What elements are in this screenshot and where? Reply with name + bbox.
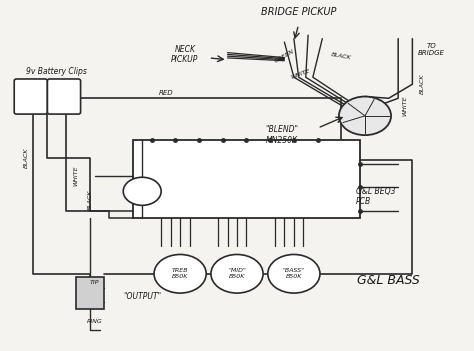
Circle shape (154, 254, 206, 293)
Text: RING: RING (87, 319, 103, 324)
Circle shape (339, 97, 391, 135)
Text: TIP: TIP (90, 280, 100, 285)
Text: NECK
PICKUP: NECK PICKUP (171, 45, 199, 64)
Text: BLACK: BLACK (331, 52, 352, 60)
Text: G&L BEQ3
PCB: G&L BEQ3 PCB (356, 187, 395, 206)
Bar (133, 140, 360, 218)
Text: "OUTPUT": "OUTPUT" (123, 292, 161, 301)
Text: BLACK: BLACK (88, 190, 92, 210)
Circle shape (268, 254, 320, 293)
Text: BLACK: BLACK (24, 148, 28, 168)
Text: TREB
B50K: TREB B50K (172, 269, 188, 279)
Text: "Vol"
A0K: "Vol" A0K (128, 186, 142, 197)
Circle shape (211, 254, 263, 293)
Text: BLACK: BLACK (419, 74, 424, 94)
Text: G&L BASS: G&L BASS (357, 274, 420, 287)
Text: GREEN: GREEN (273, 48, 295, 64)
Text: 9v Battery Clips: 9v Battery Clips (27, 67, 87, 77)
Text: TO
BRIDGE: TO BRIDGE (418, 42, 445, 56)
Text: WHITE: WHITE (73, 165, 78, 186)
FancyBboxPatch shape (47, 79, 81, 114)
Text: WHITE: WHITE (291, 68, 311, 80)
Text: "MID"
B50K: "MID" B50K (228, 269, 246, 279)
Text: "BLEND"
MN250K: "BLEND" MN250K (265, 125, 299, 145)
Bar (76, 277, 104, 309)
Text: WHITE: WHITE (403, 95, 408, 115)
FancyBboxPatch shape (14, 79, 47, 114)
Text: "BASS"
B50K: "BASS" B50K (283, 269, 305, 279)
Circle shape (123, 177, 161, 205)
Text: RED: RED (159, 90, 173, 96)
Text: BRIDGE PICKUP: BRIDGE PICKUP (261, 7, 337, 17)
